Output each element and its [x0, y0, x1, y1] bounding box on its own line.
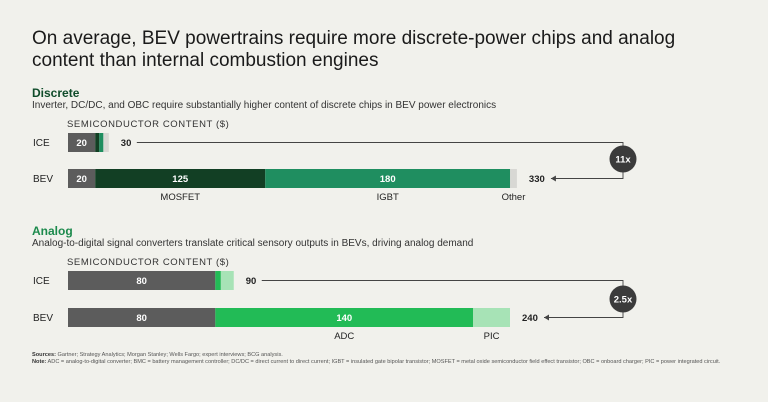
discrete-bar-ice-seg-3 — [103, 133, 109, 152]
discrete-series-label-other: Other — [502, 192, 526, 203]
analog-bar-bev-seg-2 — [473, 308, 510, 327]
discrete-bar-label-bev-1: 125 — [172, 174, 189, 185]
discrete-category-ice: ICE — [33, 138, 50, 149]
discrete-bar-label-bev-2: 180 — [380, 174, 396, 185]
discrete-category-bev: BEV — [33, 174, 53, 185]
analog-total-ice: 90 — [246, 276, 257, 287]
discrete-series-label-mosfet: MOSFET — [160, 192, 200, 203]
analog-axis-label: SEMICONDUCTOR CONTENT ($) — [67, 257, 230, 268]
discrete-connector-ice — [136, 142, 624, 159]
discrete-bar-ice-seg-2 — [99, 133, 104, 152]
analog-multiplier-badge — [609, 285, 637, 313]
analog-heading: Analog — [32, 224, 73, 238]
discrete-arrowhead — [550, 175, 556, 182]
discrete-total-bev: 330 — [529, 174, 545, 185]
sources-line: Sources: Gartner; Strategy Analytics; Mo… — [32, 352, 742, 359]
discrete-multiplier-badge — [609, 145, 637, 173]
discrete-multiplier-text: 11x — [615, 155, 631, 166]
analog-arrowhead — [544, 314, 549, 321]
analog-series-label-adc: ADC — [334, 331, 354, 342]
analog-category-ice: ICE — [33, 276, 50, 287]
discrete-bar-label-ice-0: 20 — [76, 138, 87, 149]
analog-bar-ice-seg-2 — [220, 271, 234, 290]
discrete-bar-ice-seg-1 — [95, 133, 100, 152]
discrete-bar-ice-seg-0 — [68, 133, 96, 152]
analog-total-bev: 240 — [522, 313, 538, 324]
analog-connector-ice — [261, 280, 624, 299]
analog-bar-bev-seg-0 — [68, 308, 216, 327]
note-label: Note: — [32, 359, 47, 366]
note-text: ADC = analog-to-digital converter; BMC =… — [47, 359, 721, 366]
analog-subtitle: Analog-to-digital signal converters tran… — [32, 238, 474, 249]
page-title: On average, BEV powertrains require more… — [32, 28, 676, 71]
analog-series-label-pic: PIC — [484, 331, 500, 342]
note-line: Note: ADC = analog-to-digital converter;… — [32, 359, 742, 366]
discrete-total-ice: 30 — [121, 138, 132, 149]
discrete-bar-bev-seg-1 — [95, 169, 266, 188]
discrete-bar-bev-seg-2 — [265, 169, 511, 188]
analog-bar-label-ice-0: 80 — [136, 276, 147, 287]
discrete-bar-label-bev-0: 20 — [76, 174, 87, 185]
analog-bar-ice-seg-0 — [68, 271, 216, 290]
discrete-series-label-igbt: IGBT — [377, 192, 399, 203]
discrete-bar-bev-seg-0 — [68, 169, 96, 188]
charts-canvas: ICE 20 30 BEV 20 125 180 330 11x MOSFET IGBT Other I… — [33, 133, 637, 342]
discrete-subtitle: Inverter, DC/DC, and OBC require substan… — [32, 100, 497, 111]
analog-multiplier-text: 2.5x — [614, 295, 633, 306]
sources-label: Sources: — [32, 352, 56, 358]
analog-bar-label-bev-1: 140 — [336, 313, 352, 324]
footer: Sources: Gartner; Strategy Analytics; Mo… — [32, 352, 742, 367]
analog-category-bev: BEV — [33, 313, 53, 324]
discrete-axis-label: SEMICONDUCTOR CONTENT ($) — [67, 119, 230, 130]
sources-text: Gartner; Strategy Analytics; Morgan Stan… — [57, 352, 283, 358]
analog-bar-bev-seg-1 — [215, 308, 474, 327]
analog-bar-label-bev-0: 80 — [136, 313, 147, 324]
analog-bar-ice-seg-1 — [215, 271, 221, 290]
discrete-heading: Discrete — [32, 86, 80, 100]
discrete-bar-bev-seg-3 — [510, 169, 517, 188]
